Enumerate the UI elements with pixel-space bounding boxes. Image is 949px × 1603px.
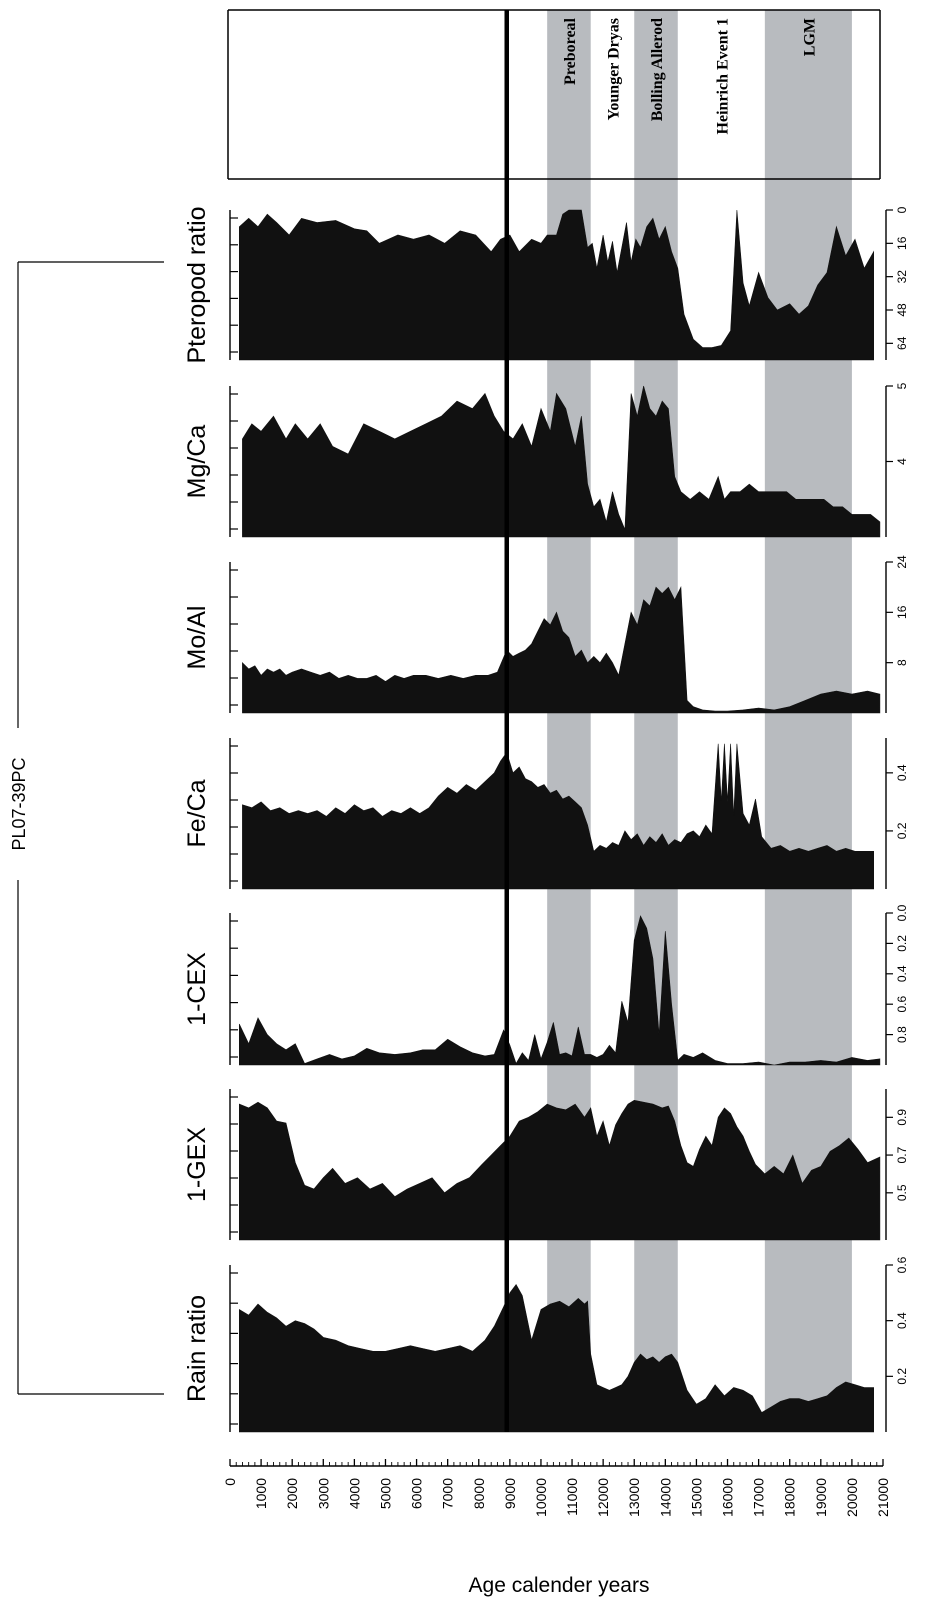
right-axis-tick-label: 0.2	[895, 935, 909, 952]
x-axis-tick-label: 14000	[657, 1478, 673, 1517]
right-axis-tick-label: 16	[895, 236, 909, 250]
x-axis-tick-label: 18000	[782, 1478, 798, 1517]
right-axis-tick-label: 0.4	[895, 1312, 909, 1329]
x-axis-tick-label: 11000	[564, 1478, 580, 1516]
right-axis-tick-label: 0.2	[895, 822, 909, 839]
x-axis-tick-label: 1000	[253, 1478, 269, 1509]
series-label-fe-ca: Fe/Ca	[183, 779, 211, 847]
right-axis-tick-label: 0.9	[895, 1109, 909, 1126]
x-axis-tick-label: 7000	[440, 1478, 456, 1509]
x-axis-tick-label: 21000	[875, 1478, 891, 1517]
interval-label-heinrich-event-1: Heinrich Event 1	[714, 18, 731, 134]
x-axis-tick-label: 10000	[533, 1478, 549, 1517]
right-axis-tick-label: 0.6	[895, 1256, 909, 1273]
right-axis-tick-label: 4	[895, 458, 909, 465]
series-label-pteropod-ratio: Pteropod ratio	[183, 206, 211, 363]
x-axis-tick-label: 16000	[720, 1478, 736, 1517]
area-1-gex	[239, 1099, 881, 1241]
series-label-1-gex: 1-GEX	[183, 1127, 211, 1202]
right-y-axes: 0 16 32 48 64 4 5 8 16 24 0.2 0.4 0.0 0.2 0.4 0.6 0.8 0.5…	[885, 206, 909, 1432]
right-axis-tick-label: 48	[895, 303, 909, 317]
right-axis-tick-label: 64	[895, 336, 909, 350]
series-label-mg-ca: Mg/Ca	[183, 425, 211, 499]
series-areas	[239, 209, 881, 1433]
right-axis-tick-label: 0	[895, 206, 909, 213]
right-axis-tick-label: 5	[895, 382, 909, 389]
x-axis-tick-label: 19000	[813, 1478, 829, 1517]
right-axis-tick-label: 0.8	[895, 1026, 909, 1043]
x-axis-tick-label: 15000	[688, 1478, 704, 1517]
x-axis-tick-label: 3000	[315, 1478, 331, 1509]
panel-frames	[227, 9, 881, 1432]
right-axis-tick-label: 0.5	[895, 1184, 909, 1201]
interval-labels: Preboreal Younger Dryas Bolling Allerod Hei…	[562, 17, 818, 134]
x-axis-tick-label: 2000	[284, 1478, 300, 1509]
interval-label-younger-dryas: Younger Dryas	[605, 18, 622, 120]
x-axis-title: Age calender years	[469, 1574, 650, 1597]
x-axis-tick-label: 20000	[844, 1478, 860, 1517]
series-label-1-cex: 1-CEX	[183, 952, 211, 1026]
right-axis-tick-label: 0.2	[895, 1368, 909, 1385]
x-axis-tick-label: 0	[222, 1478, 238, 1486]
core-bracket: PL07-39PC	[5, 261, 164, 1395]
area-1-cex	[239, 915, 881, 1066]
interval-label-bolling-allerod: Bolling Allerod	[649, 18, 666, 121]
right-axis-tick-label: 16	[895, 605, 909, 619]
interval-label-lgm: LGM	[801, 18, 818, 56]
area-rain-ratio	[239, 1283, 874, 1433]
right-axis-tick-label: 0.0	[895, 904, 909, 921]
x-axis-tick-label: 17000	[751, 1478, 767, 1517]
right-axis-tick-label: 0.4	[895, 764, 909, 781]
right-axis-tick-label: 0.6	[895, 996, 909, 1013]
series-label-mo-al: Mo/Al	[183, 606, 211, 670]
x-axis: 0 1000 2000 3000 4000 5000 6000 7000 8000 9000 100…	[222, 1459, 891, 1517]
area-pteropod-ratio	[239, 209, 874, 361]
x-axis-tick-label: 9000	[502, 1478, 518, 1509]
x-axis-tick-label: 4000	[346, 1478, 362, 1509]
x-axis-tick-label: 8000	[471, 1478, 487, 1509]
series-label-rain-ratio: Rain ratio	[183, 1295, 211, 1402]
interval-label-preboreal: Preboreal	[562, 17, 579, 85]
x-axis-tick-label: 6000	[409, 1478, 425, 1509]
x-axis-tick-label: 12000	[595, 1478, 611, 1517]
right-axis-tick-label: 0.4	[895, 965, 909, 982]
area-mo-al	[242, 586, 881, 714]
area-mg-ca	[242, 385, 881, 538]
right-axis-tick-label: 0.7	[895, 1146, 909, 1163]
x-axis-tick-label: 13000	[626, 1478, 642, 1517]
right-axis-tick-label: 32	[895, 270, 909, 284]
right-axis-tick-label: 24	[895, 555, 909, 569]
x-axis-tick-label: 5000	[378, 1478, 394, 1509]
core-label: PL07-39PC	[9, 757, 29, 850]
right-axis-tick-label: 8	[895, 659, 909, 666]
area-fe-ca	[242, 743, 874, 890]
series-labels: Pteropod ratio Mg/Ca Mo/Al Fe/Ca 1-CEX 1-GEX R…	[183, 206, 211, 1402]
